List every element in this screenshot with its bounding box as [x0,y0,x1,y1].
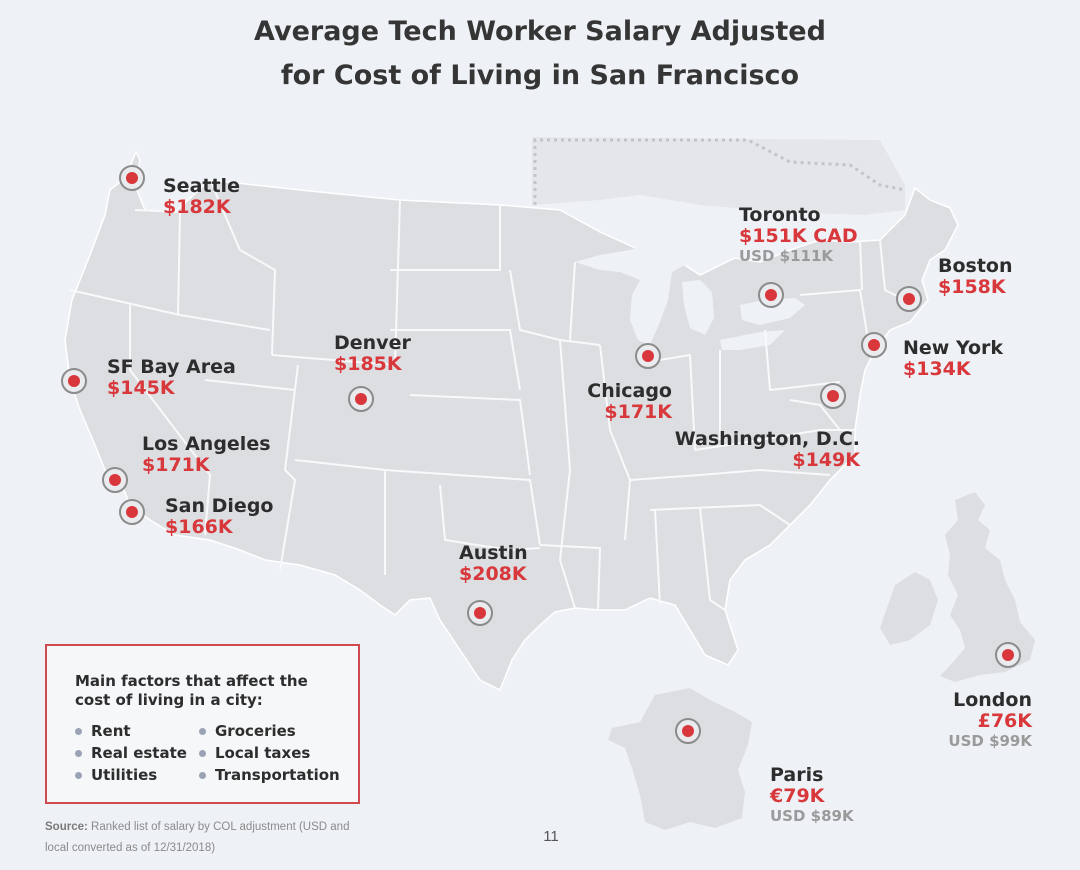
city-label-boston: Boston $158K [938,256,1013,298]
city-salary: $145K [107,377,175,399]
city-salary-usd: USD $99K [948,732,1032,750]
city-label-sf: SF Bay Area $145K [107,357,236,399]
legend-item: Groceries [199,720,340,742]
city-label-denver: Denver $185K [334,333,411,375]
city-salary: $185K [334,353,402,375]
city-name: New York [903,337,1004,359]
city-salary: €79K [770,785,825,807]
city-label-seattle: Seattle $182K [163,176,240,218]
city-salary: $208K [459,563,527,585]
city-name: Boston [938,255,1013,277]
city-name: Seattle [163,175,240,197]
city-salary: $166K [165,516,233,538]
sf-marker-icon[interactable] [61,368,87,394]
city-name: Austin [459,542,528,564]
title-line-1: Average Tech Worker Salary Adjusted [254,16,826,47]
source-note: Source: Ranked list of salary by COL adj… [45,817,365,859]
city-salary-usd: USD $111K [739,247,834,265]
city-label-paris: Paris €79K USD $89K [770,765,854,826]
factors-legend: Main factors that affect the cost of liv… [45,644,360,804]
sandiego-marker-icon[interactable] [119,499,145,525]
city-salary: $134K [903,358,971,380]
legend-item: Utilities [75,764,199,786]
city-label-london: London £76K USD $99K [920,690,1032,751]
city-name: SF Bay Area [107,356,236,378]
city-name: Washington, D.C. [674,428,860,450]
legend-item: Local taxes [199,742,340,764]
paris-marker-icon[interactable] [675,718,701,744]
canada-border-dotted [533,138,906,205]
great-britain [940,492,1035,682]
legend-item: Rent [75,720,199,742]
city-label-sandiego: San Diego $166K [165,496,273,538]
source-text: Ranked list of salary by COL adjustment … [45,821,350,854]
legend-heading: Main factors that affect the cost of liv… [75,672,308,709]
source-label: Source: [45,821,88,833]
washington-marker-icon[interactable] [820,383,846,409]
city-label-la: Los Angeles $171K [142,434,271,476]
city-name: Toronto [739,204,821,226]
austin-marker-icon[interactable] [467,600,493,626]
state-borders [69,179,906,611]
city-salary: $158K [938,276,1006,298]
chicago-marker-icon[interactable] [635,343,661,369]
city-label-newyork: New York $134K [903,338,1003,380]
city-label-chicago: Chicago $171K [572,381,672,423]
city-label-austin: Austin $208K [459,543,528,585]
seattle-marker-icon[interactable] [119,165,145,191]
city-name: Los Angeles [142,433,271,455]
usa-landmass [64,150,959,692]
city-salary-usd: USD $89K [770,807,854,825]
legend-item: Real estate [75,742,199,764]
city-name: Paris [770,764,824,786]
city-salary: £76K [977,710,1032,732]
boston-marker-icon[interactable] [896,286,922,312]
canada-region [532,137,905,215]
denver-marker-icon[interactable] [348,386,374,412]
title-line-2: for Cost of Living in San Francisco [280,60,800,91]
city-label-washington: Washington, D.C. $149K [660,429,860,471]
city-name: London [953,689,1032,711]
legend-item: Transportation [199,764,340,786]
ireland [880,572,938,645]
toronto-marker-icon[interactable] [758,282,784,308]
great-lakes [575,225,805,350]
page-number: 11 [543,828,559,845]
city-salary: $171K [142,454,210,476]
city-salary: $182K [163,196,231,218]
city-name: San Diego [165,495,274,517]
chart-title: Average Tech Worker Salary Adjusted for … [0,10,1080,98]
city-label-toronto: Toronto $151K CAD USD $111K [739,205,858,266]
city-salary: $149K [792,449,860,471]
legend-column-2: Groceries Local taxes Transportation [199,720,340,786]
city-name: Chicago [587,380,672,402]
city-salary: $151K CAD [739,225,858,247]
legend-column-1: Rent Real estate Utilities [75,720,199,786]
city-name: Denver [334,332,411,354]
city-salary: $171K [604,401,672,423]
la-marker-icon[interactable] [102,467,128,493]
newyork-marker-icon[interactable] [861,332,887,358]
france [608,688,752,830]
london-marker-icon[interactable] [995,642,1021,668]
